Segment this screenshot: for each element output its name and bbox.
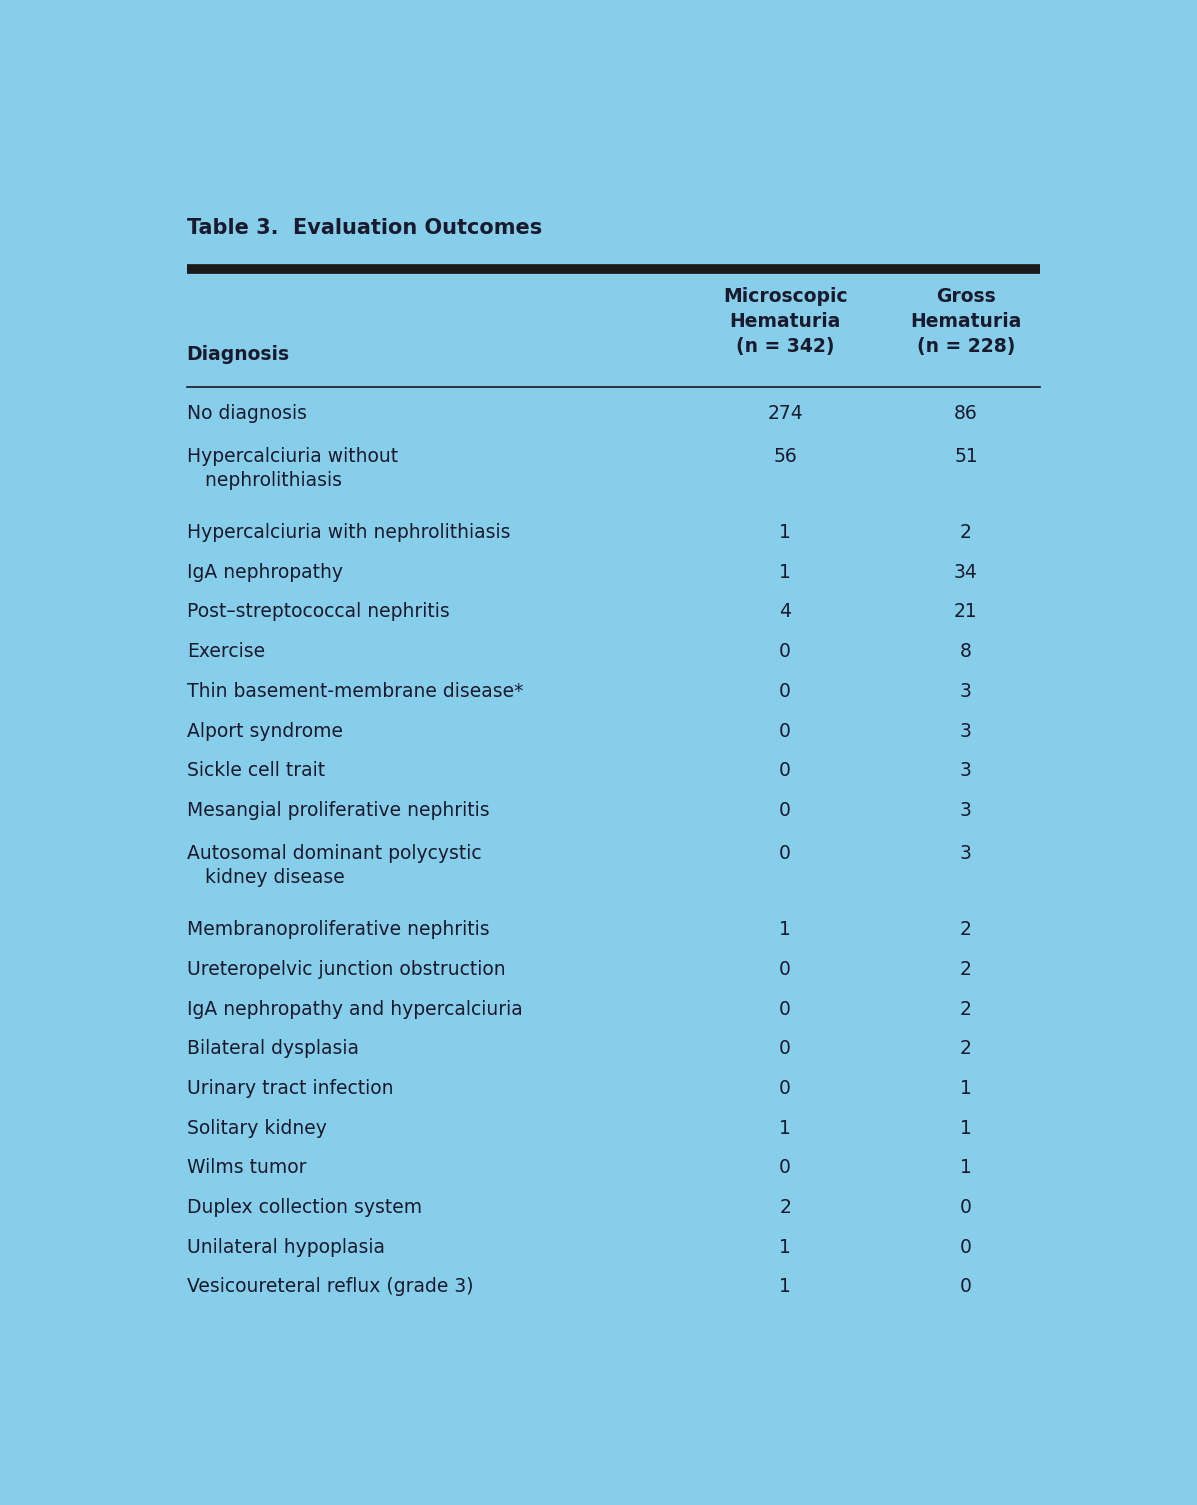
Text: Vesicoureteral reflux (grade 3): Vesicoureteral reflux (grade 3) xyxy=(187,1278,473,1296)
Text: Table 3.  Evaluation Outcomes: Table 3. Evaluation Outcomes xyxy=(187,218,542,238)
Text: Mesangial proliferative nephritis: Mesangial proliferative nephritis xyxy=(187,801,490,820)
Text: Ureteropelvic junction obstruction: Ureteropelvic junction obstruction xyxy=(187,960,505,978)
Text: Wilms tumor: Wilms tumor xyxy=(187,1159,306,1177)
Text: 3: 3 xyxy=(960,801,972,820)
Text: Bilateral dysplasia: Bilateral dysplasia xyxy=(187,1040,359,1058)
Text: 0: 0 xyxy=(779,960,791,978)
Text: Solitary kidney: Solitary kidney xyxy=(187,1118,327,1138)
Text: Duplex collection system: Duplex collection system xyxy=(187,1198,421,1218)
Text: IgA nephropathy: IgA nephropathy xyxy=(187,563,342,582)
Text: 2: 2 xyxy=(960,1040,972,1058)
Text: Hypercalciuria without
   nephrolithiasis: Hypercalciuria without nephrolithiasis xyxy=(187,447,397,491)
Text: 1: 1 xyxy=(960,1079,972,1099)
Text: Urinary tract infection: Urinary tract infection xyxy=(187,1079,394,1099)
Text: 1: 1 xyxy=(779,1118,791,1138)
Text: Membranoproliferative nephritis: Membranoproliferative nephritis xyxy=(187,920,490,939)
Text: 2: 2 xyxy=(960,524,972,542)
Text: 0: 0 xyxy=(779,1040,791,1058)
Text: 4: 4 xyxy=(779,602,791,622)
Text: 1: 1 xyxy=(779,920,791,939)
Text: No diagnosis: No diagnosis xyxy=(187,403,306,423)
Text: 0: 0 xyxy=(779,1079,791,1099)
Text: Post–streptococcal nephritis: Post–streptococcal nephritis xyxy=(187,602,450,622)
Text: Diagnosis: Diagnosis xyxy=(187,345,290,364)
Text: Autosomal dominant polycystic
   kidney disease: Autosomal dominant polycystic kidney dis… xyxy=(187,844,481,886)
Text: 34: 34 xyxy=(954,563,978,582)
Text: 3: 3 xyxy=(960,844,972,862)
Text: 8: 8 xyxy=(960,643,972,661)
Text: 0: 0 xyxy=(960,1278,972,1296)
Text: 0: 0 xyxy=(779,721,791,740)
Text: 1: 1 xyxy=(779,563,791,582)
Text: 3: 3 xyxy=(960,762,972,780)
Text: Sickle cell trait: Sickle cell trait xyxy=(187,762,324,780)
Text: 0: 0 xyxy=(960,1237,972,1257)
Text: 2: 2 xyxy=(779,1198,791,1218)
Text: IgA nephropathy and hypercalciuria: IgA nephropathy and hypercalciuria xyxy=(187,999,522,1019)
Text: 0: 0 xyxy=(779,643,791,661)
Text: 0: 0 xyxy=(779,999,791,1019)
Text: Alport syndrome: Alport syndrome xyxy=(187,721,342,740)
Text: 1: 1 xyxy=(960,1118,972,1138)
Text: 0: 0 xyxy=(779,682,791,701)
Text: Thin basement-membrane disease*: Thin basement-membrane disease* xyxy=(187,682,523,701)
Text: 0: 0 xyxy=(779,801,791,820)
Text: 2: 2 xyxy=(960,960,972,978)
Text: 274: 274 xyxy=(767,403,803,423)
Text: 56: 56 xyxy=(773,447,797,467)
Text: 3: 3 xyxy=(960,721,972,740)
Text: 51: 51 xyxy=(954,447,978,467)
Text: 1: 1 xyxy=(960,1159,972,1177)
Text: Unilateral hypoplasia: Unilateral hypoplasia xyxy=(187,1237,384,1257)
Text: Microscopic
Hematuria
(n = 342): Microscopic Hematuria (n = 342) xyxy=(723,287,847,357)
Text: 0: 0 xyxy=(779,762,791,780)
Text: 3: 3 xyxy=(960,682,972,701)
Text: 21: 21 xyxy=(954,602,978,622)
Text: 0: 0 xyxy=(779,844,791,862)
Text: 2: 2 xyxy=(960,920,972,939)
Text: 86: 86 xyxy=(954,403,978,423)
Text: Exercise: Exercise xyxy=(187,643,265,661)
Text: Gross
Hematuria
(n = 228): Gross Hematuria (n = 228) xyxy=(910,287,1022,357)
Text: 1: 1 xyxy=(779,524,791,542)
Text: 2: 2 xyxy=(960,999,972,1019)
Text: 0: 0 xyxy=(779,1159,791,1177)
Text: Hypercalciuria with nephrolithiasis: Hypercalciuria with nephrolithiasis xyxy=(187,524,510,542)
Text: 1: 1 xyxy=(779,1237,791,1257)
Text: 0: 0 xyxy=(960,1198,972,1218)
Text: 1: 1 xyxy=(779,1278,791,1296)
